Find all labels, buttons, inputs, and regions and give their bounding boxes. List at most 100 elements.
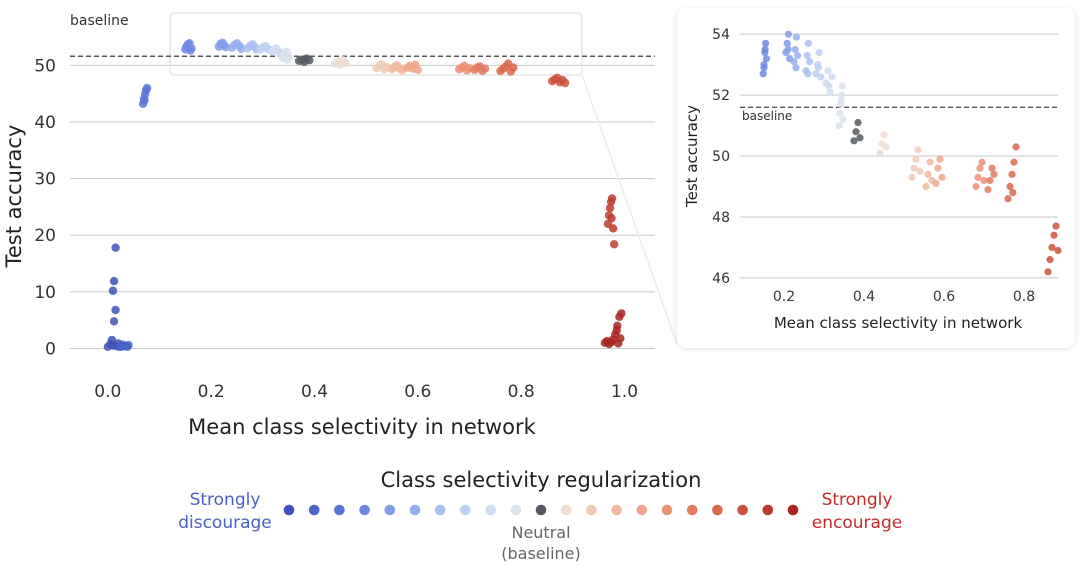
data-point — [972, 182, 980, 191]
data-point — [852, 128, 860, 136]
data-point — [1048, 243, 1056, 252]
data-point — [124, 340, 133, 350]
zoom-connector-line — [581, 74, 678, 345]
data-point — [792, 33, 801, 41]
data-point — [109, 276, 119, 286]
data-point — [236, 44, 246, 54]
inset-grid — [740, 33, 1058, 279]
data-point — [876, 149, 884, 157]
inset-panel — [677, 8, 1075, 348]
data-point — [480, 64, 490, 73]
data-point — [910, 164, 918, 172]
inset-y-axis-label: Test accuracy — [683, 105, 701, 208]
data-point — [856, 134, 864, 142]
y-tick-label: 30 — [34, 170, 56, 190]
y-tick-label: 20 — [34, 226, 56, 246]
x-tick-label: 0.2 — [773, 289, 795, 305]
data-point — [804, 39, 813, 47]
legend-color-dot — [586, 504, 597, 516]
data-point — [980, 176, 988, 185]
data-point — [926, 158, 934, 166]
data-point — [305, 56, 314, 65]
data-point — [1052, 222, 1060, 230]
data-point — [1004, 195, 1012, 203]
baseline-label: baseline — [70, 13, 129, 29]
x-tick-label: 1.0 — [611, 382, 638, 402]
y-tick-label: 50 — [712, 149, 730, 165]
legend-color-dot — [308, 504, 320, 516]
data-point — [617, 309, 626, 318]
data-point — [815, 48, 823, 57]
legend-color-dot — [787, 504, 799, 516]
data-point — [1008, 170, 1016, 178]
data-point — [341, 58, 350, 68]
x-tick-label: 0.8 — [1013, 289, 1035, 305]
data-point — [612, 326, 621, 335]
data-point — [817, 73, 825, 81]
main-y-tick-labels: 0 10 20 30 40 50 — [34, 56, 56, 359]
x-tick-label: 0.2 — [198, 382, 225, 402]
legend-color-dot — [384, 504, 396, 516]
legend-color-dot — [409, 504, 421, 516]
data-point — [140, 96, 149, 105]
legend-color-dot — [485, 504, 496, 516]
data-point — [839, 115, 847, 124]
data-point — [914, 146, 922, 154]
data-point — [1006, 182, 1014, 191]
data-point — [976, 164, 984, 172]
legend-color-dot — [686, 504, 698, 516]
data-point — [284, 52, 293, 62]
data-point — [608, 224, 618, 233]
legend-color-dot — [737, 504, 748, 516]
x-tick-label: 0.4 — [853, 289, 875, 305]
data-point — [984, 185, 992, 194]
main-baseline: baseline — [70, 13, 655, 57]
data-point — [916, 167, 924, 175]
data-point — [605, 203, 615, 213]
legend-color-dot — [762, 504, 774, 516]
legend-color-dot — [661, 504, 673, 516]
legend: Class selectivity regularization Strongl… — [178, 468, 902, 563]
data-point — [912, 155, 920, 163]
y-tick-label: 46 — [712, 271, 730, 287]
legend-color-dot — [283, 504, 295, 516]
legend-color-scale — [283, 504, 799, 516]
data-point — [804, 70, 812, 78]
main-points — [103, 38, 626, 352]
data-point — [614, 339, 623, 348]
data-point — [1050, 231, 1058, 239]
data-point — [1044, 268, 1052, 276]
zoom-region-box — [169, 12, 583, 76]
data-point — [1054, 246, 1062, 255]
data-point — [784, 45, 792, 54]
data-point — [934, 164, 942, 172]
data-point — [803, 51, 811, 60]
y-tick-label: 0 — [45, 339, 56, 359]
data-point — [783, 39, 791, 47]
data-point — [784, 30, 793, 38]
data-point — [936, 155, 944, 163]
data-point — [974, 173, 982, 181]
data-point — [609, 240, 619, 249]
data-point — [854, 118, 862, 127]
data-point — [990, 170, 998, 178]
data-point — [1046, 256, 1054, 264]
y-tick-label: 52 — [712, 88, 730, 104]
legend-right-label-line2: encourage — [812, 513, 902, 533]
data-point — [837, 97, 845, 105]
data-point — [762, 54, 771, 63]
data-point — [221, 42, 230, 52]
inset-y-tick-labels: 46 48 50 52 54 — [712, 27, 730, 287]
legend-color-dot — [434, 504, 446, 516]
data-point — [824, 67, 832, 75]
legend-color-dot — [334, 504, 345, 516]
legend-neutral-label-line1: Neutral — [511, 523, 570, 542]
data-point — [932, 179, 940, 188]
legend-color-dot — [359, 504, 370, 516]
legend-left-label-line2: discourage — [178, 513, 272, 533]
data-point — [607, 194, 617, 203]
x-tick-label: 0.6 — [933, 289, 955, 305]
data-point — [826, 88, 834, 96]
